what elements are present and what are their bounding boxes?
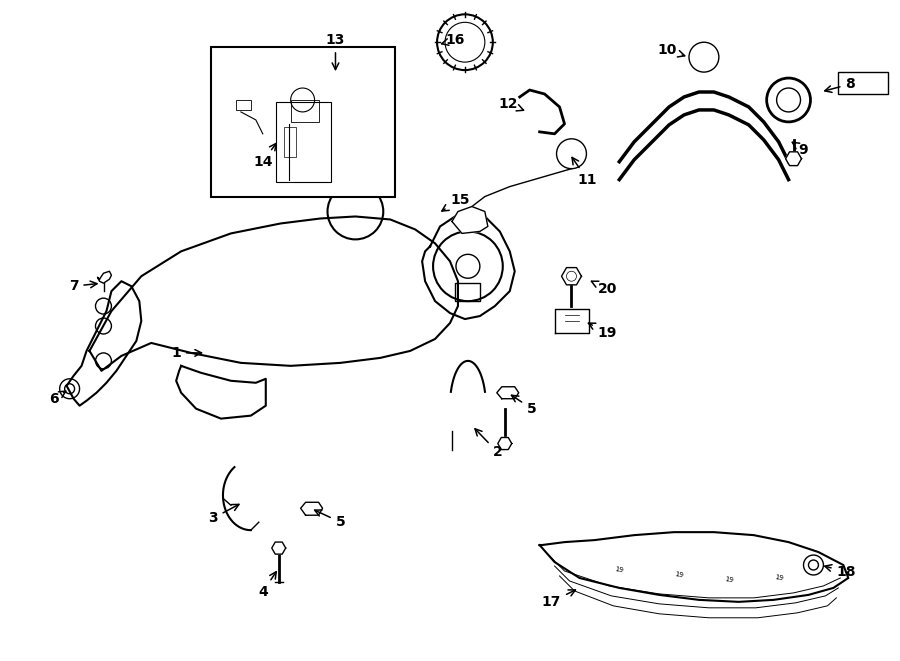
Text: 17: 17 xyxy=(542,590,575,609)
Bar xyxy=(236,100,251,110)
Text: 19: 19 xyxy=(589,323,617,340)
Polygon shape xyxy=(497,387,518,399)
Text: 18: 18 xyxy=(824,564,856,579)
Text: 10: 10 xyxy=(657,43,685,58)
Text: 19: 19 xyxy=(724,576,733,584)
Polygon shape xyxy=(562,268,581,285)
Text: 19: 19 xyxy=(615,566,625,574)
Text: 2: 2 xyxy=(475,429,503,459)
Bar xyxy=(839,72,888,94)
Text: 6: 6 xyxy=(49,391,66,406)
Polygon shape xyxy=(272,542,285,554)
Text: 5: 5 xyxy=(511,395,536,416)
Bar xyxy=(211,47,395,196)
Bar xyxy=(455,283,480,301)
Bar xyxy=(284,127,296,157)
Polygon shape xyxy=(89,217,458,371)
Text: 12: 12 xyxy=(498,97,524,111)
Text: 7: 7 xyxy=(68,279,97,293)
Polygon shape xyxy=(422,212,515,319)
Text: 3: 3 xyxy=(208,504,238,525)
Text: 9: 9 xyxy=(792,142,808,157)
Text: 16: 16 xyxy=(442,33,464,47)
Polygon shape xyxy=(176,366,266,418)
Text: 1: 1 xyxy=(171,346,202,360)
Text: 8: 8 xyxy=(824,77,855,93)
Polygon shape xyxy=(554,309,590,333)
Polygon shape xyxy=(67,281,141,406)
Text: 5: 5 xyxy=(315,510,346,529)
Polygon shape xyxy=(498,438,512,449)
Polygon shape xyxy=(452,206,488,233)
Bar xyxy=(275,102,330,182)
Text: 19: 19 xyxy=(674,571,684,578)
Bar xyxy=(291,100,319,122)
Text: 19: 19 xyxy=(774,574,784,582)
Text: 20: 20 xyxy=(591,281,617,296)
Text: 15: 15 xyxy=(442,192,470,211)
Polygon shape xyxy=(786,152,802,166)
Text: 14: 14 xyxy=(253,143,276,169)
Polygon shape xyxy=(97,271,112,283)
Polygon shape xyxy=(540,532,849,602)
Text: 13: 13 xyxy=(326,33,346,69)
Text: 11: 11 xyxy=(572,157,598,186)
Polygon shape xyxy=(301,502,322,515)
Text: 4: 4 xyxy=(258,572,276,599)
